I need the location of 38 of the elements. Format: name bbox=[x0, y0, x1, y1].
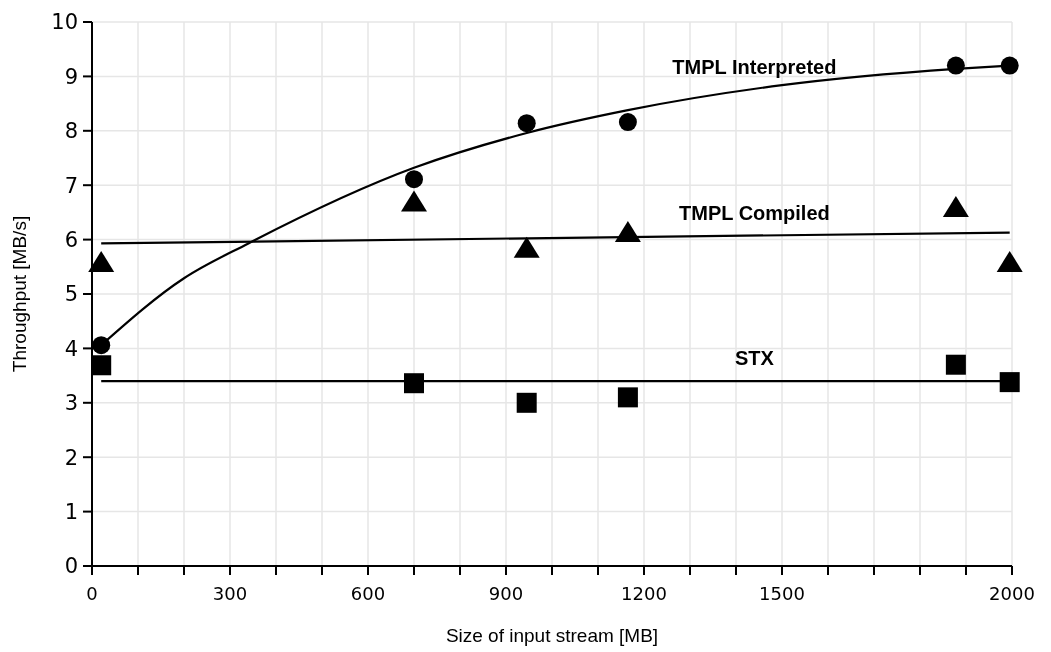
x-tick-label: 600 bbox=[350, 583, 386, 604]
point bbox=[404, 373, 424, 394]
x-tick-label: 0 bbox=[86, 583, 98, 604]
series-label: TMPL Compiled bbox=[679, 201, 830, 224]
y-tick-label: 10 bbox=[51, 10, 78, 35]
point bbox=[945, 354, 966, 375]
y-axis-title: Throughput [MB/s] bbox=[9, 215, 30, 373]
y-tick-label: 9 bbox=[64, 64, 78, 89]
y-tick-label: 6 bbox=[64, 227, 78, 252]
x-tick-label: 300 bbox=[212, 583, 248, 604]
x-tick-label: 1200 bbox=[621, 583, 667, 604]
point bbox=[91, 355, 112, 376]
point bbox=[517, 114, 536, 133]
x-tick-label: 1500 bbox=[759, 583, 805, 604]
y-tick-label: 7 bbox=[64, 173, 78, 198]
y-tick-label: 8 bbox=[64, 119, 78, 144]
point bbox=[617, 387, 638, 408]
point bbox=[996, 250, 1023, 272]
y-tick-label: 5 bbox=[64, 282, 78, 307]
x-tick-label: 2000 bbox=[989, 583, 1035, 604]
x-axis-title: Size of input stream [MB] bbox=[445, 625, 659, 646]
point bbox=[942, 195, 969, 217]
x-tick-label: 900 bbox=[488, 583, 524, 604]
point bbox=[618, 113, 637, 132]
point bbox=[88, 250, 115, 272]
y-tick-label: 3 bbox=[64, 391, 78, 416]
y-tick-label: 1 bbox=[64, 499, 78, 524]
y-tick-label: 0 bbox=[64, 554, 78, 579]
y-tick-label: 2 bbox=[64, 445, 78, 470]
point bbox=[92, 336, 111, 355]
y-tick-label: 4 bbox=[64, 336, 78, 361]
point bbox=[516, 392, 537, 413]
point bbox=[999, 372, 1020, 393]
point bbox=[401, 190, 427, 212]
series-label: STX bbox=[734, 347, 775, 370]
series-label: TMPL Interpreted bbox=[672, 55, 837, 78]
point bbox=[513, 236, 540, 258]
point bbox=[405, 170, 423, 189]
